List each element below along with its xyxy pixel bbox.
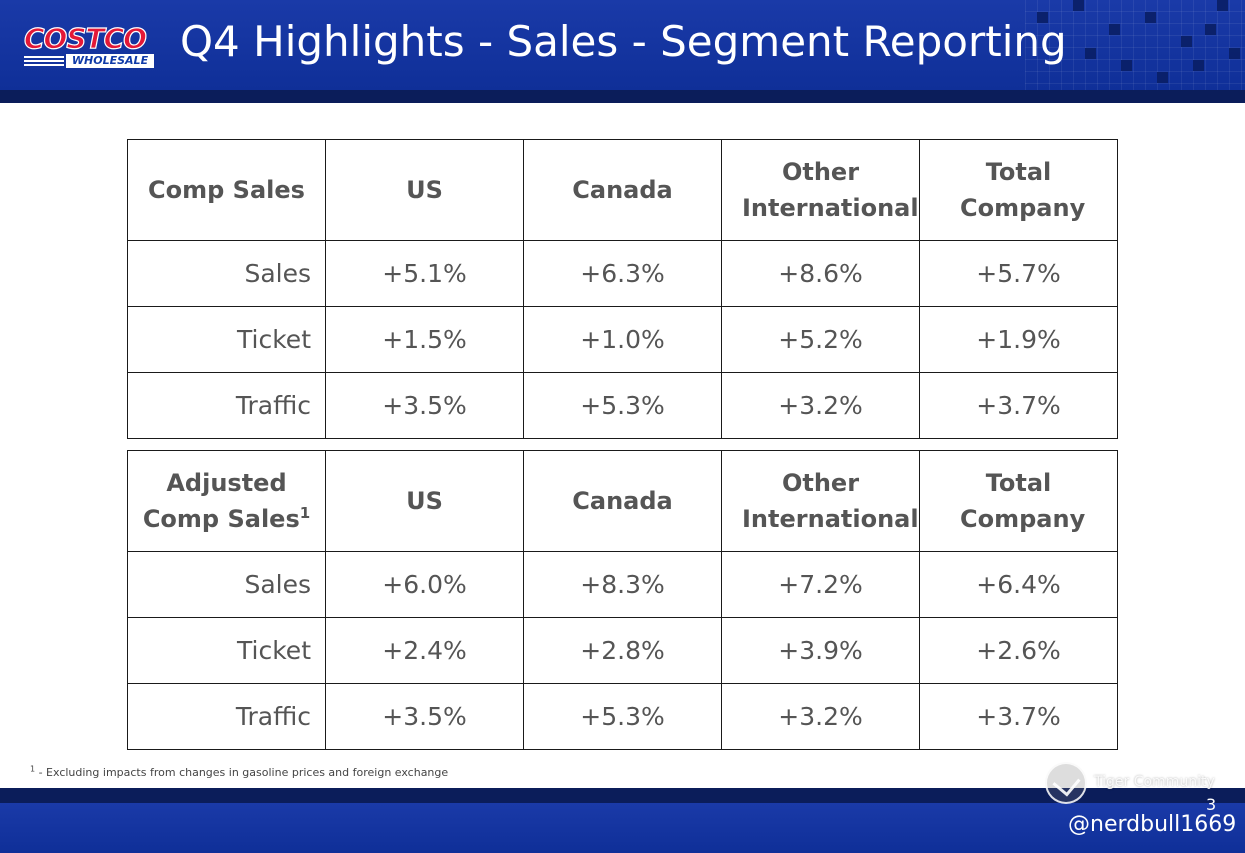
header-band: COSTCO WHOLESALE Q4 Highlights - Sales -… xyxy=(0,0,1245,90)
value-cell: +3.9% xyxy=(721,617,920,684)
logo-wordmark: COSTCO xyxy=(23,22,147,55)
value-cell: +5.2% xyxy=(721,306,920,373)
value-cell: +2.6% xyxy=(919,617,1118,684)
table-row: Sales +5.1% +6.3% +8.6% +5.7% xyxy=(127,240,1118,307)
value-cell: +3.2% xyxy=(721,372,920,439)
value-cell: +5.1% xyxy=(325,240,524,307)
costco-logo: COSTCO WHOLESALE xyxy=(23,22,156,72)
value-cell: +3.5% xyxy=(325,683,524,750)
value-cell: +1.5% xyxy=(325,306,524,373)
footnote: 1 - Excluding impacts from changes in ga… xyxy=(30,764,449,779)
footnote-marker: 1 xyxy=(30,764,36,774)
value-cell: +6.3% xyxy=(523,240,722,307)
value-cell: +2.4% xyxy=(325,617,524,684)
value-cell: +3.7% xyxy=(919,683,1118,750)
adjusted-comp-sales-table: Adjusted Comp Sales1 US Canada Other Int… xyxy=(127,450,1118,750)
footnote-text: - Excluding impacts from changes in gaso… xyxy=(35,766,449,779)
value-cell: +1.0% xyxy=(523,306,722,373)
header-cell-canada: Canada xyxy=(523,450,722,552)
slide-title: Q4 Highlights - Sales - Segment Reportin… xyxy=(180,17,1067,66)
logo-stripes xyxy=(24,56,64,68)
value-cell: +5.3% xyxy=(523,683,722,750)
row-label: Ticket xyxy=(127,306,326,373)
tiger-logo-icon xyxy=(1045,762,1087,804)
value-cell: +7.2% xyxy=(721,551,920,618)
value-cell: +2.8% xyxy=(523,617,722,684)
header-cell-canada: Canada xyxy=(523,139,722,241)
table-header-row: Comp Sales US Canada Other International… xyxy=(127,139,1118,241)
header-divider xyxy=(0,90,1245,103)
table-row: Traffic +3.5% +5.3% +3.2% +3.7% xyxy=(127,683,1118,750)
footer-divider xyxy=(0,788,1245,803)
header-cell-total-company: Total Company xyxy=(919,450,1118,552)
comp-sales-table: Comp Sales US Canada Other International… xyxy=(127,139,1118,439)
logo-subtext: WHOLESALE xyxy=(66,54,154,68)
footer-band xyxy=(0,803,1245,853)
value-cell: +8.6% xyxy=(721,240,920,307)
value-cell: +3.7% xyxy=(919,372,1118,439)
header-cell-other-international: Other International xyxy=(721,450,920,552)
table-row: Ticket +2.4% +2.8% +3.9% +2.6% xyxy=(127,617,1118,684)
table-row: Traffic +3.5% +5.3% +3.2% +3.7% xyxy=(127,372,1118,439)
row-label: Sales xyxy=(127,551,326,618)
table-row: Sales +6.0% +8.3% +7.2% +6.4% xyxy=(127,551,1118,618)
header-label-text: Comp Sales xyxy=(142,505,300,533)
pixel-pattern xyxy=(1025,0,1245,90)
value-cell: +6.0% xyxy=(325,551,524,618)
row-label: Traffic xyxy=(127,372,326,439)
header-cell-adjusted-comp-sales: Adjusted Comp Sales1 xyxy=(127,450,326,552)
table-row: Ticket +1.5% +1.0% +5.2% +1.9% xyxy=(127,306,1118,373)
footnote-superscript: 1 xyxy=(299,504,311,522)
value-cell: +3.2% xyxy=(721,683,920,750)
page-number: 3 xyxy=(1206,795,1217,814)
watermark-text: Tiger Community xyxy=(1094,774,1215,790)
header-cell-comp-sales: Comp Sales xyxy=(127,139,326,241)
value-cell: +8.3% xyxy=(523,551,722,618)
header-cell-other-international: Other International xyxy=(721,139,920,241)
header-label-line2: Comp Sales1 xyxy=(128,501,325,537)
header-cell-us: US xyxy=(325,139,524,241)
value-cell: +5.3% xyxy=(523,372,722,439)
header-cell-us: US xyxy=(325,450,524,552)
table-header-row: Adjusted Comp Sales1 US Canada Other Int… xyxy=(127,450,1118,552)
value-cell: +5.7% xyxy=(919,240,1118,307)
row-label: Traffic xyxy=(127,683,326,750)
row-label: Sales xyxy=(127,240,326,307)
header-cell-total-company: Total Company xyxy=(919,139,1118,241)
row-label: Ticket xyxy=(127,617,326,684)
value-cell: +1.9% xyxy=(919,306,1118,373)
value-cell: +3.5% xyxy=(325,372,524,439)
value-cell: +6.4% xyxy=(919,551,1118,618)
author-handle: @nerdbull1669 xyxy=(1068,812,1237,837)
header-label-line1: Adjusted xyxy=(166,469,287,497)
